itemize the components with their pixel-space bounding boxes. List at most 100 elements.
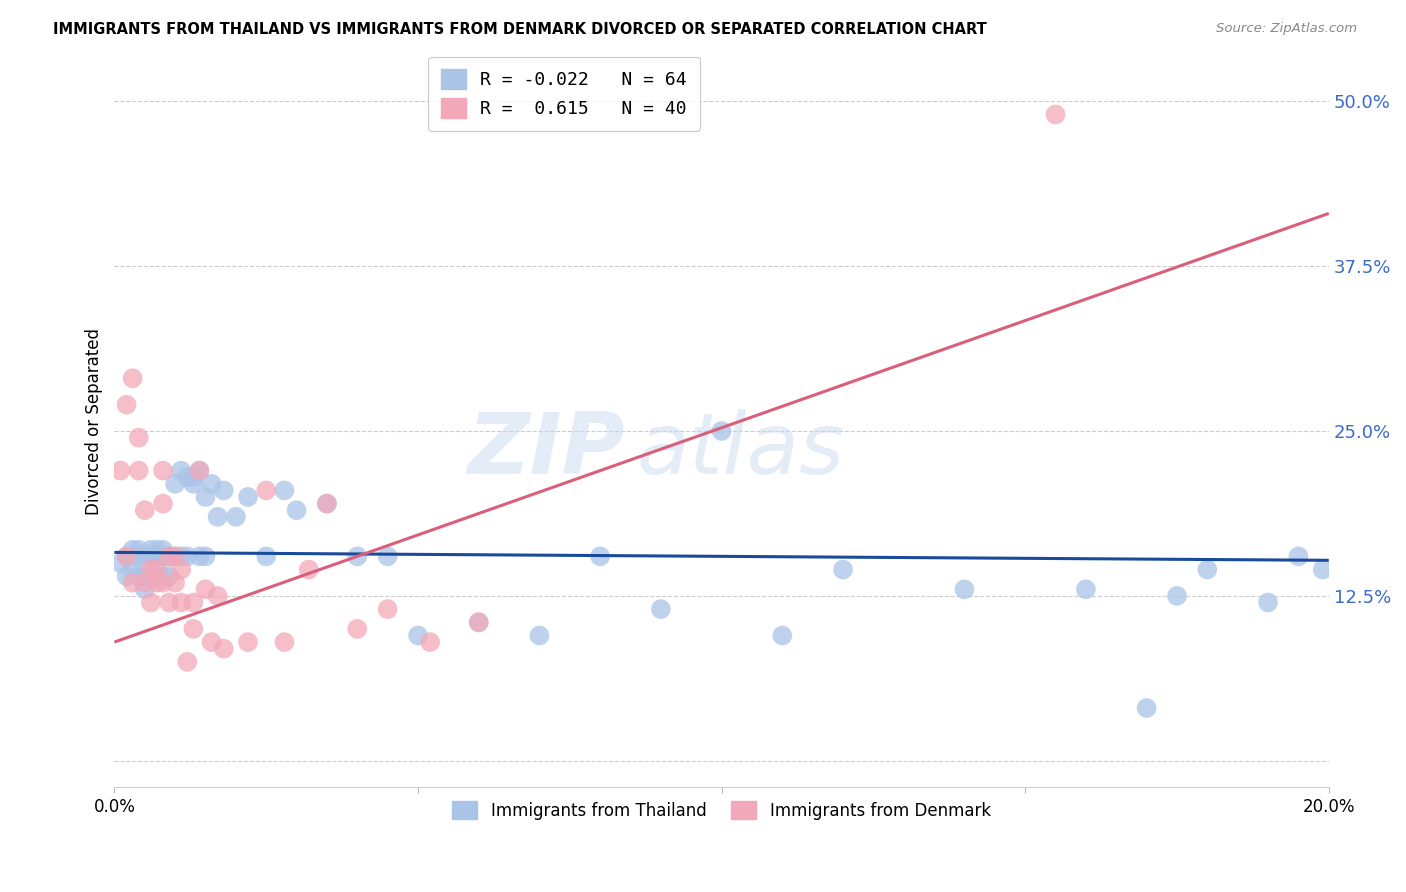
Point xyxy=(529,628,551,642)
Point xyxy=(134,503,156,517)
Point xyxy=(139,569,162,583)
Text: IMMIGRANTS FROM THAILAND VS IMMIGRANTS FROM DENMARK DIVORCED OR SEPARATED CORREL: IMMIGRANTS FROM THAILAND VS IMMIGRANTS F… xyxy=(53,22,987,37)
Point xyxy=(146,549,169,564)
Point xyxy=(207,509,229,524)
Point xyxy=(710,424,733,438)
Point xyxy=(1197,562,1219,576)
Point xyxy=(467,615,489,630)
Point xyxy=(134,569,156,583)
Point xyxy=(188,549,211,564)
Point xyxy=(953,582,976,597)
Point xyxy=(152,549,174,564)
Point xyxy=(194,490,217,504)
Point xyxy=(139,562,162,576)
Text: ZIP: ZIP xyxy=(467,409,624,491)
Point xyxy=(273,483,295,498)
Point xyxy=(346,549,368,564)
Point xyxy=(128,542,150,557)
Point xyxy=(298,562,321,576)
Legend: Immigrants from Thailand, Immigrants from Denmark: Immigrants from Thailand, Immigrants fro… xyxy=(446,795,997,826)
Point xyxy=(121,542,143,557)
Point xyxy=(346,622,368,636)
Point xyxy=(165,549,187,564)
Point xyxy=(194,582,217,597)
Point xyxy=(121,371,143,385)
Point xyxy=(146,569,169,583)
Point xyxy=(1166,589,1188,603)
Point xyxy=(115,398,138,412)
Point xyxy=(200,476,222,491)
Point xyxy=(207,589,229,603)
Point xyxy=(157,595,180,609)
Point xyxy=(1136,701,1159,715)
Point xyxy=(273,635,295,649)
Point xyxy=(183,595,205,609)
Point xyxy=(165,549,187,564)
Point xyxy=(183,622,205,636)
Y-axis label: Divorced or Separated: Divorced or Separated xyxy=(86,327,103,515)
Point xyxy=(236,635,259,649)
Point xyxy=(316,497,339,511)
Point xyxy=(139,542,162,557)
Point xyxy=(128,549,150,564)
Point xyxy=(377,602,399,616)
Point xyxy=(650,602,672,616)
Point xyxy=(134,582,156,597)
Point xyxy=(139,549,162,564)
Point xyxy=(146,549,169,564)
Point xyxy=(139,595,162,609)
Point xyxy=(1045,107,1067,121)
Point xyxy=(467,615,489,630)
Point xyxy=(128,431,150,445)
Point xyxy=(170,562,193,576)
Point xyxy=(157,549,180,564)
Point xyxy=(1312,562,1334,576)
Point xyxy=(152,569,174,583)
Point xyxy=(406,628,429,642)
Point xyxy=(377,549,399,564)
Point xyxy=(176,549,198,564)
Point xyxy=(170,464,193,478)
Point xyxy=(157,549,180,564)
Point xyxy=(115,549,138,564)
Text: atlas: atlas xyxy=(637,409,845,491)
Point xyxy=(121,575,143,590)
Point xyxy=(121,562,143,576)
Point xyxy=(152,575,174,590)
Point xyxy=(128,569,150,583)
Point xyxy=(254,483,277,498)
Text: Source: ZipAtlas.com: Source: ZipAtlas.com xyxy=(1216,22,1357,36)
Point xyxy=(225,509,247,524)
Point xyxy=(110,464,132,478)
Point xyxy=(183,476,205,491)
Point xyxy=(176,470,198,484)
Point xyxy=(188,464,211,478)
Point xyxy=(183,470,205,484)
Point xyxy=(152,497,174,511)
Point xyxy=(194,549,217,564)
Point xyxy=(146,542,169,557)
Point xyxy=(146,575,169,590)
Point xyxy=(165,575,187,590)
Point xyxy=(121,549,143,564)
Point xyxy=(134,549,156,564)
Point xyxy=(146,562,169,576)
Point xyxy=(115,549,138,564)
Point xyxy=(165,476,187,491)
Point xyxy=(176,655,198,669)
Point xyxy=(128,464,150,478)
Point xyxy=(157,569,180,583)
Point xyxy=(1074,582,1097,597)
Point xyxy=(157,549,180,564)
Point xyxy=(115,569,138,583)
Point xyxy=(1286,549,1309,564)
Point xyxy=(110,556,132,570)
Point xyxy=(170,549,193,564)
Point xyxy=(254,549,277,564)
Point xyxy=(285,503,308,517)
Point xyxy=(134,575,156,590)
Point xyxy=(152,464,174,478)
Point xyxy=(236,490,259,504)
Point xyxy=(419,635,441,649)
Point xyxy=(212,641,235,656)
